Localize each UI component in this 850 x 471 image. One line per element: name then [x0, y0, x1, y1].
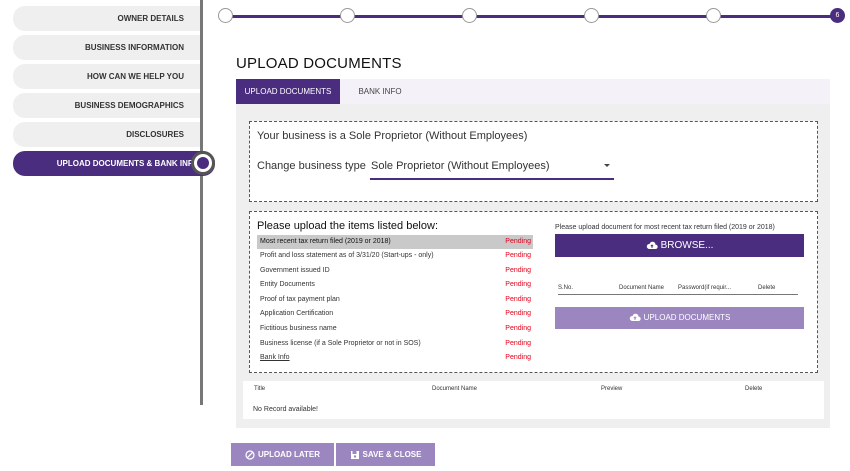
caret-down-icon: [604, 164, 610, 167]
col-password: Password(if requir...: [678, 285, 732, 291]
doc-status: Pending: [505, 354, 531, 361]
doc-status: Pending: [505, 281, 531, 288]
upload-note: Please upload document for most recent t…: [555, 224, 775, 231]
doc-status: Pending: [505, 310, 531, 317]
col-title: Title: [254, 386, 266, 392]
doc-status: Pending: [505, 238, 531, 245]
doc-item-tax-payment-plan[interactable]: Proof of tax payment plan Pending: [257, 293, 533, 307]
doc-item-entity-documents[interactable]: Entity Documents Pending: [257, 278, 533, 292]
business-type-selected: Sole Proprietor (Without Employees): [371, 160, 550, 172]
col-delete: Delete: [758, 285, 776, 291]
doc-item-bank-info[interactable]: Bank Info Pending: [257, 351, 533, 365]
doc-status: Pending: [505, 296, 531, 303]
cloud-upload-icon: [629, 314, 641, 322]
col-document-name: Document Name: [432, 386, 478, 392]
sidebar-item-business-information[interactable]: BUSINESS INFORMATION: [13, 35, 200, 60]
upload-table-header: S.No. Document Name Password(if requir..…: [558, 282, 798, 295]
stepper-line: [226, 15, 838, 18]
doc-status: Pending: [505, 267, 531, 274]
doc-item-name: Application Certification: [260, 310, 334, 317]
step-3[interactable]: [462, 8, 477, 23]
browse-button[interactable]: BROWSE...: [555, 234, 804, 257]
doc-item-profit-loss[interactable]: Profit and loss statement as of 3/31/20 …: [257, 249, 533, 263]
col-delete: Delete: [745, 386, 763, 392]
doc-status: Pending: [505, 252, 531, 259]
step-2[interactable]: [340, 8, 355, 23]
doc-item-name: Fictitious business name: [260, 325, 337, 332]
doc-status: Pending: [505, 325, 531, 332]
step-6-current[interactable]: 6: [830, 8, 845, 23]
step-1[interactable]: [218, 8, 233, 23]
col-document-name: Document Name: [619, 285, 665, 291]
doc-item-name: Profit and loss statement as of 3/31/20 …: [260, 252, 434, 259]
doc-item-name: Government issued ID: [260, 267, 330, 274]
step-4[interactable]: [584, 8, 599, 23]
active-step-indicator-icon: [191, 151, 215, 175]
save-icon: [350, 450, 359, 459]
doc-item-tax-return[interactable]: Most recent tax return filed (2019 or 20…: [257, 235, 533, 249]
doc-item-application-certification[interactable]: Application Certification Pending: [257, 307, 533, 321]
sidebar-progress-line: [200, 0, 203, 405]
business-type-title: Your business is a Sole Proprietor (With…: [257, 130, 528, 142]
upload-later-button[interactable]: UPLOAD LATER: [231, 443, 334, 466]
records-table: Title Document Name Preview Delete No Re…: [243, 381, 824, 419]
sidebar-item-owner-details[interactable]: OWNER DETAILS: [13, 6, 200, 31]
doc-status: Pending: [505, 340, 531, 347]
change-business-type-label: Change business type: [257, 160, 366, 172]
step-5[interactable]: [706, 8, 721, 23]
progress-stepper: 6: [216, 0, 850, 30]
tab-bar: UPLOAD DOCUMENTS BANK INFO: [236, 79, 830, 104]
tab-bank-info[interactable]: BANK INFO: [358, 87, 402, 96]
doc-item-fictitious-business-name[interactable]: Fictitious business name Pending: [257, 322, 533, 336]
save-close-label: SAVE & CLOSE: [362, 450, 422, 459]
upload-label: UPLOAD DOCUMENTS: [643, 313, 731, 322]
upload-documents-button[interactable]: UPLOAD DOCUMENTS: [555, 307, 804, 329]
business-type-select[interactable]: Sole Proprietor (Without Employees): [370, 154, 614, 180]
sidebar-item-upload-documents[interactable]: UPLOAD DOCUMENTS & BANK INFO: [13, 151, 215, 176]
doc-item-name: Proof of tax payment plan: [260, 296, 340, 303]
sidebar: OWNER DETAILS BUSINESS INFORMATION HOW C…: [0, 0, 215, 471]
business-type-box: Your business is a Sole Proprietor (With…: [249, 121, 818, 202]
save-close-button[interactable]: SAVE & CLOSE: [336, 443, 435, 466]
page-title: UPLOAD DOCUMENTS: [236, 55, 402, 72]
upload-items-box: Please upload the items listed below: Mo…: [249, 211, 818, 373]
doc-item-business-license[interactable]: Business license (if a Sole Proprietor o…: [257, 337, 533, 351]
block-icon: [245, 450, 255, 460]
upload-later-label: UPLOAD LATER: [257, 450, 321, 459]
doc-item-government-id[interactable]: Government issued ID Pending: [257, 264, 533, 278]
browse-label: BROWSE...: [660, 240, 714, 251]
doc-item-name: Most recent tax return filed (2019 or 20…: [260, 238, 391, 245]
sidebar-item-how-can-we-help[interactable]: HOW CAN WE HELP YOU: [13, 64, 200, 89]
no-record-text: No Record available!: [253, 406, 318, 413]
upload-items-heading: Please upload the items listed below:: [257, 220, 438, 232]
col-sno: S.No.: [558, 285, 574, 291]
doc-item-link[interactable]: Bank Info: [260, 354, 290, 361]
tab-upload-documents[interactable]: UPLOAD DOCUMENTS: [236, 79, 340, 104]
sidebar-item-disclosures[interactable]: DISCLOSURES: [13, 122, 200, 147]
cloud-upload-icon: [646, 241, 658, 249]
doc-item-name: Business license (if a Sole Proprietor o…: [260, 340, 421, 347]
sidebar-item-business-demographics[interactable]: BUSINESS DEMOGRAPHICS: [13, 93, 200, 118]
doc-item-name: Entity Documents: [260, 281, 315, 288]
col-preview: Preview: [601, 386, 623, 392]
